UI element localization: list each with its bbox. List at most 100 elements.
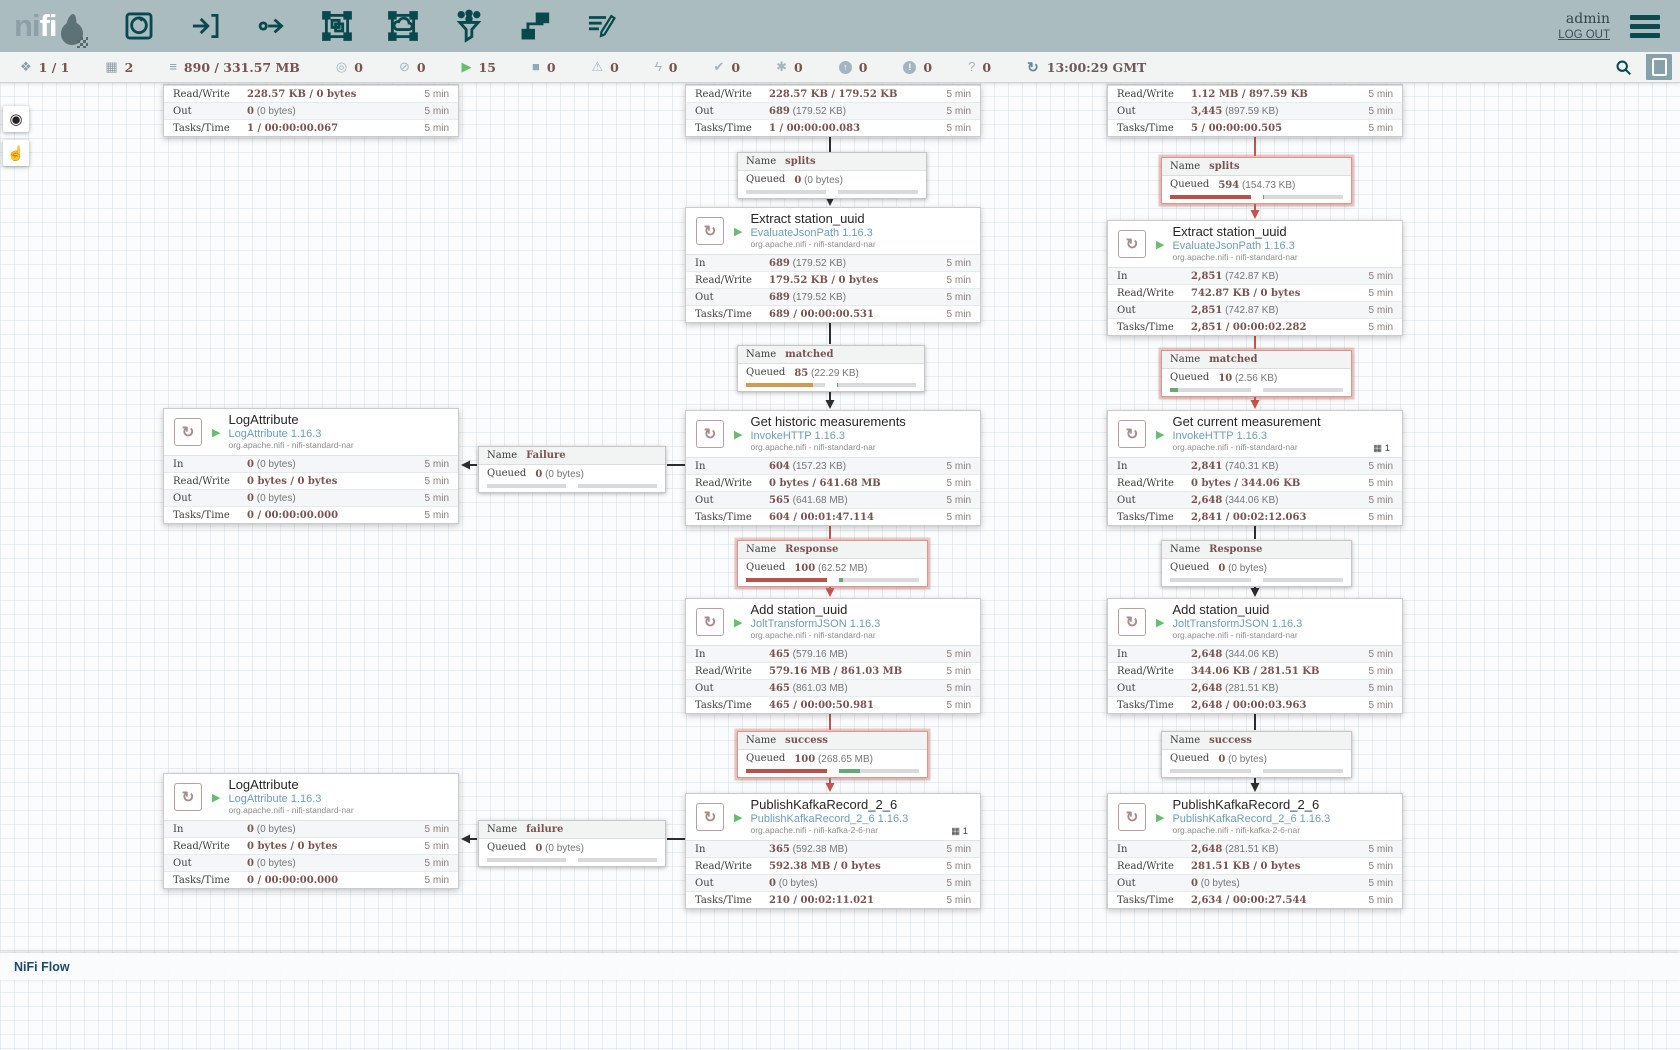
name-key: Name: [746, 735, 777, 746]
global-menu-icon[interactable]: [1626, 11, 1664, 42]
connection-label-failure-upper[interactable]: Name Failure Queued 0 (0 bytes): [478, 446, 666, 493]
connection-label-matched-mid[interactable]: Name matched Queued 85 (22.29 KB): [737, 345, 925, 392]
search-icon[interactable]: [1610, 54, 1636, 80]
processor-get-current-measurement[interactable]: ↻ ▶ Get current measurement InvokeHTTP 1.16…: [1107, 410, 1403, 526]
processor-stamp-icon: ↻: [696, 420, 724, 448]
connection-label-splits-right[interactable]: Name splits Queued 594 (154.73 KB): [1161, 157, 1352, 204]
stat-value: 2,851 / 00:00:02.282: [1191, 322, 1307, 333]
processor-type: EvaluateJsonPath 1.16.3: [1172, 240, 1295, 253]
processor-bundle: org.apache.nifi - nifi-standard-nar: [1172, 629, 1298, 640]
stat-window: 5 min: [1368, 877, 1393, 889]
breadcrumb[interactable]: NiFi Flow: [14, 959, 70, 974]
connection-label-response-right[interactable]: Name Response Queued 0 (0 bytes): [1161, 540, 1352, 587]
flow-status-bar: ❖ 1 / 1 ▦ 2 ≡ 890 / 331.57 MB ◎ 0 ⊘ 0 ▶ 15 ■ 0 ⚠ 0 ϟ 0 ✔ 0 ✱…: [0, 52, 1680, 83]
connection-name: success: [1209, 735, 1252, 746]
stat-row: Read/Write 228.57 KB / 179.52 KB 5 min: [686, 86, 980, 102]
stat-row: Out 2,648 (281.51 KB) 5 min: [1108, 679, 1402, 696]
stopped-status: ■ 0: [532, 60, 556, 75]
up-to-date-status: ✔ 0: [713, 60, 740, 75]
processor-logattribute-bottom[interactable]: ↻ ▶ LogAttribute LogAttribute 1.16.3 org.apa…: [163, 773, 459, 889]
connection-name-row: Name splits: [738, 153, 926, 171]
processor-stamp-icon: ↻: [1118, 608, 1146, 636]
processor-titles: Get historic measurements InvokeHTTP 1.16…: [750, 414, 905, 452]
running-icon: ▶: [461, 59, 472, 74]
connection-label-splits-mid[interactable]: Name splits Queued 0 (0 bytes): [737, 152, 927, 199]
funnel-icon[interactable]: [448, 7, 490, 45]
connection-label-matched-right[interactable]: Name matched Queued 10 (2.56 KB): [1161, 350, 1352, 397]
stat-row: Tasks/Time 210 / 00:02:11.021 5 min: [686, 891, 980, 908]
stat-row: Tasks/Time 2,634 / 00:00:27.544 5 min: [1108, 891, 1402, 908]
processor-logattribute-top[interactable]: ↻ ▶ LogAttribute LogAttribute 1.16.3 org.apa…: [163, 408, 459, 524]
panel-toggle-button[interactable]: [1646, 54, 1672, 80]
connection-label-response-mid[interactable]: Name Response Queued 100 (62.52 MB): [737, 540, 928, 587]
stat-value: 0 bytes / 0 bytes: [247, 476, 338, 487]
processor-partial-left[interactable]: Read/Write 228.57 KB / 0 bytes 5 min Out 0 (…: [163, 84, 459, 137]
stat-value: 2,851 (742.87 KB): [1191, 271, 1279, 282]
backpressure-bars: [479, 856, 665, 866]
stat-window: 5 min: [1368, 287, 1393, 299]
logo-text-fi: fi: [39, 8, 58, 43]
template-icon[interactable]: [514, 7, 556, 45]
processor-stamp-icon: ↻: [174, 783, 202, 811]
label-icon[interactable]: [580, 7, 622, 45]
process-group-icon[interactable]: [316, 7, 358, 45]
stat-label: In: [695, 648, 706, 660]
remote-process-group-icon[interactable]: [382, 7, 424, 45]
processor-partial-mid[interactable]: Read/Write 228.57 KB / 179.52 KB 5 min Out 6…: [685, 84, 981, 137]
processor-extract-station-uuid-right[interactable]: ↻ ▶ Extract station_uuid EvaluateJsonPath 1…: [1107, 220, 1403, 336]
processor-get-historic-measurements[interactable]: ↻ ▶ Get historic measurements InvokeHTTP 1.…: [685, 410, 981, 526]
stat-window: 5 min: [1368, 105, 1393, 117]
refresh-control[interactable]: ↻ 13:00:29 GMT: [1027, 59, 1146, 76]
processor-partial-right[interactable]: Read/Write 1.12 MB / 897.59 KB 5 min Out 3,4…: [1107, 84, 1403, 137]
processor-titles: LogAttribute LogAttribute 1.16.3 org.apach…: [228, 777, 353, 815]
stat-label: Read/Write: [173, 840, 230, 852]
refresh-icon: ↻: [1027, 58, 1039, 75]
name-key: Name: [1170, 161, 1201, 172]
connection-name: Response: [785, 544, 839, 555]
run-status-icon: ▶: [734, 428, 743, 441]
processor-titles: Get current measurement InvokeHTTP 1.16.3…: [1172, 414, 1320, 452]
connection-queue-row: Queued 0 (0 bytes): [1162, 559, 1351, 576]
connection-name: Failure: [526, 450, 566, 461]
logout-link[interactable]: LOG OUT: [1558, 29, 1610, 41]
backpressure-size-bar: [838, 769, 919, 773]
processor-add-station-uuid-right[interactable]: ↻ ▶ Add station_uuid JoltTransformJSON 1.16…: [1107, 598, 1403, 714]
input-port-icon[interactable]: [184, 7, 226, 45]
invalid-status: ⚠ 0: [592, 60, 619, 75]
processor-add-station-uuid-mid[interactable]: ↻ ▶ Add station_uuid JoltTransformJSON 1.16…: [685, 598, 981, 714]
stopped-icon: ■: [531, 59, 540, 74]
processor-type: JoltTransformJSON 1.16.3: [1172, 618, 1303, 631]
stat-row: Read/Write 1.12 MB / 897.59 KB 5 min: [1108, 86, 1402, 102]
status-count: 0: [610, 59, 619, 75]
processor-publishkafkarecord-right[interactable]: ↻ ▶ PublishKafkaRecord_2_6 PublishKafkaReco…: [1107, 793, 1403, 909]
processor-publishkafkarecord-mid[interactable]: ↻ ▶ PublishKafkaRecord_2_6 PublishKafkaReco…: [685, 793, 981, 909]
operate-palette-button[interactable]: ☝: [3, 140, 29, 166]
processor-icon[interactable]: [118, 7, 160, 45]
connection-label-failure-lower[interactable]: Name failure Queued 0 (0 bytes): [478, 820, 666, 867]
stat-row: Out 0 (0 bytes) 5 min: [164, 489, 458, 506]
backpressure-bars: [1162, 767, 1351, 777]
locally-modified-icon: ✱: [776, 59, 787, 74]
navigate-palette-button[interactable]: ◉: [3, 106, 29, 132]
output-port-icon[interactable]: [250, 7, 292, 45]
backpressure-size-bar: [1262, 195, 1343, 199]
processor-extract-station-uuid-mid[interactable]: ↻ ▶ Extract station_uuid EvaluateJsonPath 1…: [685, 207, 981, 323]
queued-key: Queued: [746, 367, 786, 378]
stat-value: 0 (0 bytes): [247, 106, 296, 117]
processor-header: ↻ ▶ LogAttribute LogAttribute 1.16.3 org.apa…: [164, 409, 458, 455]
queued-value: 100 (268.65 MB): [794, 753, 874, 765]
processor-bundle: org.apache.nifi - nifi-standard-nar: [750, 629, 876, 640]
queued-value: 0 (0 bytes): [794, 174, 843, 186]
connection-label-success-mid[interactable]: Name success Queued 100 (268.65 MB): [737, 731, 928, 778]
connection-label-success-right[interactable]: Name success Queued 0 (0 bytes): [1161, 731, 1352, 778]
stat-value: 604 / 00:01:47.114: [769, 512, 874, 523]
stat-value: 465 (579.16 MB): [769, 649, 848, 660]
backpressure-count-bar: [746, 578, 827, 582]
transmitting-icon: ◎: [335, 59, 348, 74]
processor-stats: In 0 (0 bytes) 5 min Read/Write 0 bytes / 0 …: [164, 455, 458, 523]
stat-window: 5 min: [1368, 460, 1393, 472]
backpressure-count-bar: [487, 484, 566, 488]
flow-canvas[interactable]: NiFi Flow ◉ ☝ Read/Write 228.57 KB / 0 byte…: [0, 82, 1680, 1050]
status-count: 0: [546, 59, 556, 75]
processor-type: InvokeHTTP 1.16.3: [1172, 430, 1268, 443]
